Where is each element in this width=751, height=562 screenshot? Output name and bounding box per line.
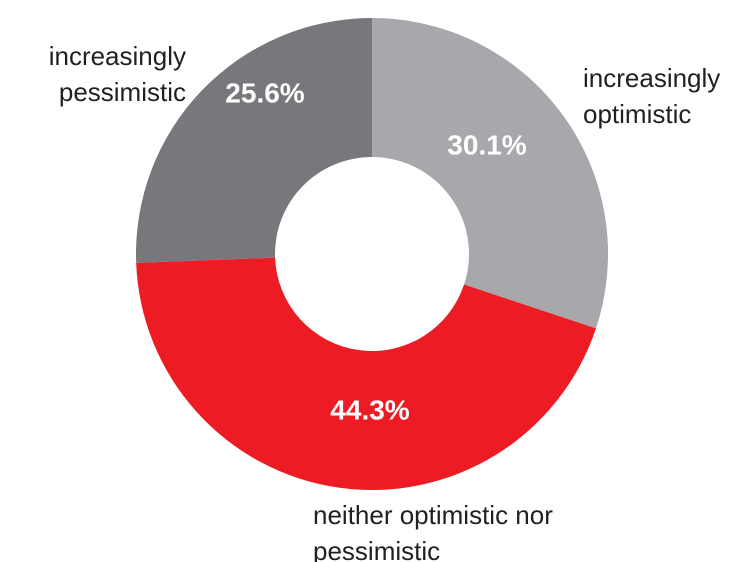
value-label: 44.3%: [330, 394, 409, 425]
value-label: 25.6%: [225, 77, 304, 108]
donut-slice: [136, 18, 372, 263]
category-label: neither optimistic nor pessimistic: [313, 500, 553, 562]
donut-slice: [372, 18, 608, 329]
category-label: increasingly optimistic: [583, 63, 721, 129]
category-label: increasingly pessimistic: [48, 41, 186, 107]
value-label: 30.1%: [447, 129, 526, 160]
donut-slice: [136, 257, 596, 491]
